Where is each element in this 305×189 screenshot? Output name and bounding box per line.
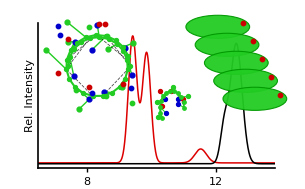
Point [104, 34, 109, 37]
Point [89, 49, 94, 52]
Point [75, 41, 80, 44]
Point [129, 73, 134, 76]
Point [77, 107, 82, 110]
Point [259, 57, 264, 60]
Point [93, 33, 98, 36]
Point [57, 34, 62, 37]
Point [164, 91, 169, 94]
Point [186, 95, 191, 98]
Point [160, 116, 165, 119]
Point [122, 46, 127, 49]
Point [101, 90, 106, 93]
Point [44, 49, 49, 52]
Point [66, 40, 71, 43]
Point [65, 21, 70, 24]
Point [97, 36, 102, 39]
Point [67, 77, 72, 81]
Point [109, 91, 114, 94]
Point [129, 102, 134, 105]
Point [241, 22, 246, 25]
Point [72, 40, 77, 43]
Point [72, 47, 77, 50]
Point [126, 55, 131, 58]
Ellipse shape [223, 87, 287, 110]
Point [250, 40, 255, 43]
Point [123, 77, 128, 80]
Point [68, 49, 73, 52]
Point [172, 90, 177, 93]
Point [161, 95, 166, 98]
Point [89, 91, 94, 94]
Point [182, 106, 187, 109]
Point [278, 93, 283, 96]
Point [169, 90, 174, 93]
Point [87, 37, 92, 40]
Point [104, 94, 109, 98]
Point [97, 23, 102, 26]
Point [157, 89, 162, 92]
Ellipse shape [204, 51, 268, 74]
Point [113, 39, 118, 42]
Y-axis label: Rel. Intensity: Rel. Intensity [25, 59, 35, 132]
Point [102, 22, 107, 26]
Point [121, 46, 126, 49]
Point [125, 68, 130, 71]
Point [115, 42, 120, 45]
Point [56, 72, 61, 75]
Point [176, 98, 181, 101]
Point [176, 102, 181, 105]
Point [179, 95, 184, 98]
Point [86, 97, 91, 100]
Point [121, 50, 126, 53]
Point [95, 24, 100, 27]
Point [81, 91, 85, 94]
Point [125, 58, 130, 61]
Point [127, 65, 132, 68]
Point [168, 89, 173, 92]
Point [128, 87, 133, 90]
Point [64, 68, 69, 71]
Point [83, 36, 88, 39]
Point [104, 34, 109, 37]
Ellipse shape [195, 33, 259, 56]
Point [71, 74, 76, 77]
Ellipse shape [186, 15, 249, 38]
Point [180, 98, 185, 101]
Point [159, 105, 164, 108]
Point [269, 75, 274, 78]
Point [176, 92, 181, 95]
Point [56, 25, 61, 28]
Point [158, 111, 163, 114]
Point [181, 101, 186, 104]
Point [106, 48, 111, 51]
Point [154, 100, 159, 103]
Point [66, 65, 71, 68]
Point [117, 85, 122, 88]
Point [87, 26, 92, 29]
Point [73, 88, 78, 91]
Point [86, 85, 91, 88]
Point [164, 112, 169, 115]
Point [157, 105, 162, 108]
Point [73, 86, 77, 89]
Point [158, 100, 163, 103]
Point [156, 115, 161, 119]
Point [79, 41, 84, 44]
Point [64, 58, 69, 61]
Point [131, 42, 135, 45]
Point [67, 56, 72, 59]
Point [120, 86, 125, 89]
Point [162, 97, 167, 100]
Ellipse shape [214, 69, 278, 92]
Point [170, 85, 175, 88]
Point [106, 37, 111, 40]
Point [90, 94, 95, 98]
Point [100, 94, 105, 97]
Point [120, 82, 125, 85]
Point [66, 37, 71, 40]
